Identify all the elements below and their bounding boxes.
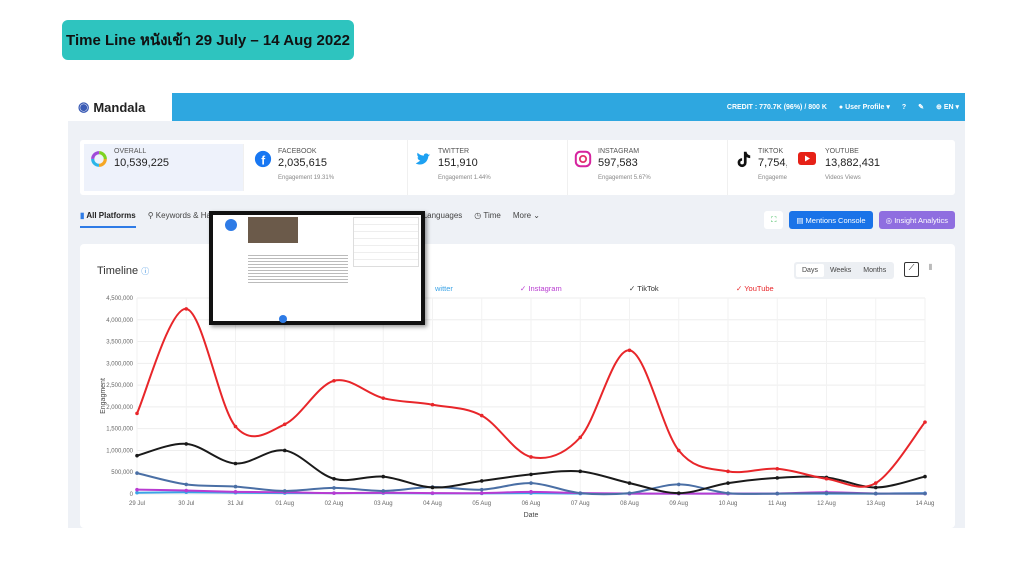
legend-youtube[interactable]: ✓ YouTube bbox=[736, 284, 774, 293]
key-icon: ⚲ bbox=[147, 211, 154, 220]
instagram-icon bbox=[574, 150, 592, 168]
top-bar: ◉ Mandala CREDIT : 770.7K (96%) / 800 K ●… bbox=[68, 93, 965, 121]
mandala-app: ◉ Mandala CREDIT : 770.7K (96%) / 800 K ●… bbox=[68, 93, 965, 528]
info-icon: ⓘ bbox=[141, 267, 150, 276]
facebook-icon: f bbox=[254, 150, 272, 167]
tab-more[interactable]: More ⌄ bbox=[512, 211, 540, 220]
bar-chart-icon: ▮ bbox=[80, 211, 85, 220]
tab-keywords[interactable]: ⚲ Keywords & Ha bbox=[147, 211, 211, 220]
preview-details-table bbox=[353, 217, 419, 267]
twitter-icon bbox=[415, 152, 431, 165]
overall-ring-icon bbox=[91, 151, 107, 167]
mentions-console-button[interactable]: ▤ Mentions Console bbox=[789, 211, 873, 229]
insight-analytics-button[interactable]: ◎ Insight Analytics bbox=[878, 211, 955, 229]
timeline-title: Timeline ⓘ bbox=[97, 265, 150, 277]
header-bar: CREDIT : 770.7K (96%) / 800 K ● User Pro… bbox=[172, 93, 965, 121]
youtube-icon bbox=[798, 152, 816, 165]
avatar: ● bbox=[838, 104, 844, 111]
legend-tiktok[interactable]: ✓ TikTok bbox=[629, 284, 659, 293]
preview-avatar bbox=[225, 219, 237, 231]
preview-video-thumbnail bbox=[248, 217, 298, 243]
period-selector: Days Weeks Months bbox=[794, 262, 895, 279]
clock-icon: ◷ bbox=[474, 211, 482, 220]
action-buttons: ⛶ ▤ Mentions Console ◎ Insight Analytics bbox=[764, 211, 955, 229]
help-icon[interactable]: ? bbox=[901, 103, 907, 111]
bar-chart-toggle-icon[interactable]: ▮ bbox=[928, 262, 933, 271]
stat-overall[interactable]: OVERALL 10,539,225 bbox=[84, 144, 244, 191]
legend-twitter[interactable]: witter bbox=[435, 284, 453, 293]
legend-instagram[interactable]: ✓ Instagram bbox=[520, 284, 562, 293]
user-profile-menu[interactable]: ● User Profile ▾ bbox=[838, 104, 890, 111]
title-banner: Time Line หนังเข้า 29 July – 14 Aug 2022 bbox=[62, 20, 354, 60]
period-weeks[interactable]: Weeks bbox=[829, 267, 852, 274]
svg-text:f: f bbox=[261, 154, 265, 167]
language-menu[interactable]: ⊕ EN ▾ bbox=[936, 104, 959, 111]
fullscreen-button[interactable]: ⛶ bbox=[764, 211, 784, 229]
stats-panel: OVERALL 10,539,225 f FACEBOOK 2,035,615 Eng… bbox=[80, 140, 887, 195]
logo-eye-icon: ◉ bbox=[78, 99, 90, 114]
post-preview-screenshot bbox=[209, 211, 425, 325]
preview-text-block bbox=[248, 253, 348, 283]
preview-send-button bbox=[279, 315, 287, 323]
stat-instagram[interactable]: INSTAGRAM 597,583 Engagement 5.67% bbox=[568, 140, 728, 195]
tab-all-platforms[interactable]: ▮ All Platforms bbox=[80, 211, 136, 228]
tiktok-icon bbox=[737, 151, 751, 168]
tab-time[interactable]: ◷ Time bbox=[474, 211, 501, 220]
pen-icon[interactable]: ✎ bbox=[918, 104, 924, 111]
stat-twitter[interactable]: TWITTER 151,910 Engagement 1.44% bbox=[408, 140, 568, 195]
line-chart-toggle-icon[interactable]: ⟋ bbox=[904, 262, 919, 277]
period-days[interactable]: Days bbox=[796, 264, 824, 277]
period-months[interactable]: Months bbox=[863, 267, 887, 274]
logo: ◉ Mandala bbox=[78, 99, 146, 115]
stat-youtube[interactable]: YOUTUBE 13,882,431 Videos Views bbox=[787, 140, 955, 195]
credit-text: CREDIT : 770.7K (96%) / 800 K bbox=[726, 103, 827, 111]
stat-facebook[interactable]: f FACEBOOK 2,035,615 Engagement 19.31% bbox=[248, 140, 408, 195]
